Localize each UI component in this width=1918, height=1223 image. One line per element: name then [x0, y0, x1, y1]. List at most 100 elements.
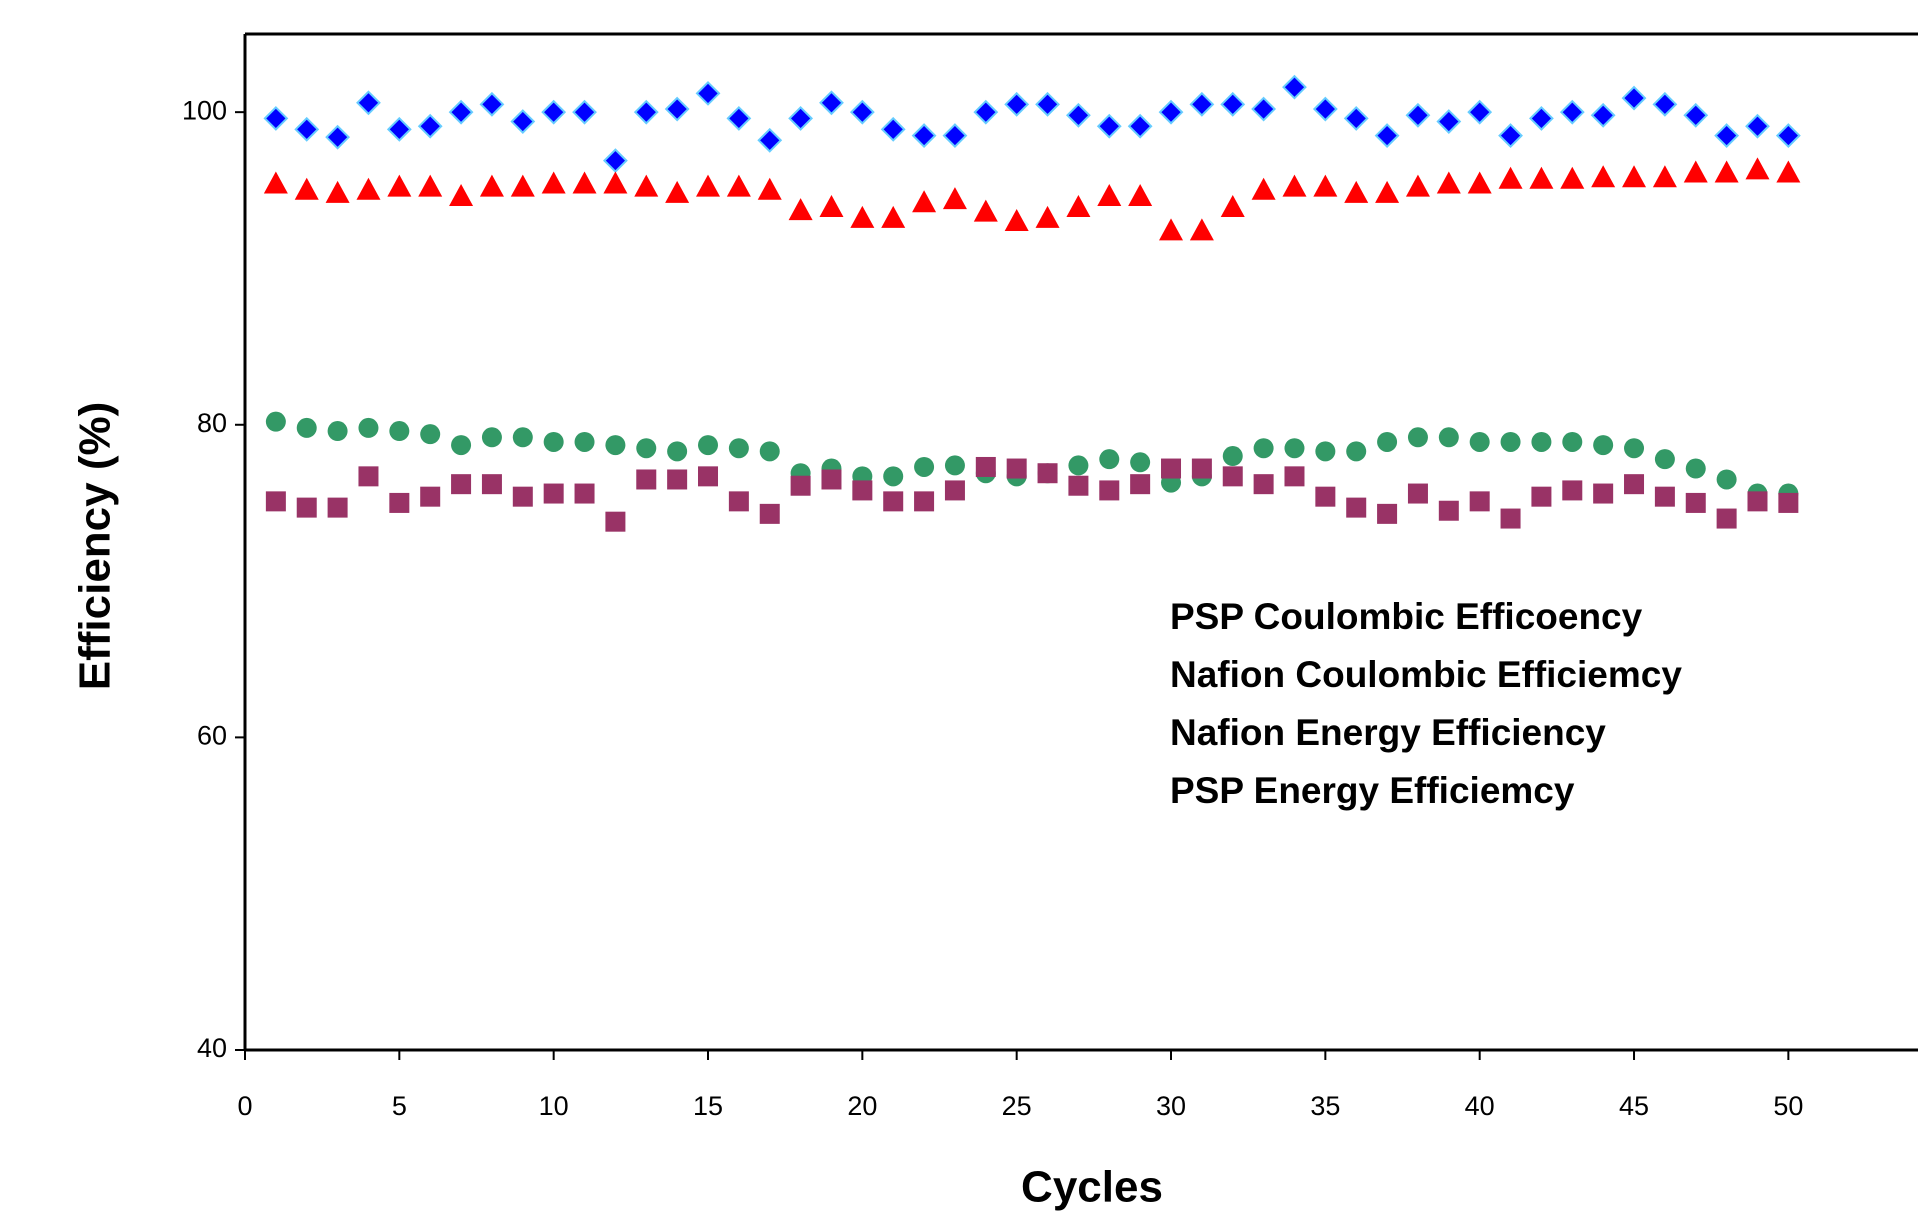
triangle-point	[541, 171, 566, 194]
square-point	[636, 469, 657, 490]
circle-point	[1654, 449, 1675, 470]
square-point	[605, 511, 626, 532]
square-point	[728, 491, 749, 512]
x-tick-label: 45	[1619, 1091, 1649, 1121]
diamond-point	[356, 90, 381, 116]
triangle-point	[757, 177, 782, 200]
triangle-point	[1159, 218, 1184, 241]
square-point	[1593, 483, 1614, 504]
diamond-point	[510, 109, 536, 134]
circle-point	[1068, 455, 1089, 476]
square-point	[1346, 497, 1367, 518]
triangle-point	[1683, 160, 1708, 183]
square-point	[667, 469, 688, 490]
triangle-point	[1313, 174, 1338, 197]
circle-point	[1407, 427, 1428, 448]
square-point	[1222, 466, 1243, 487]
triangle-point	[665, 180, 690, 203]
x-tick-label: 5	[392, 1091, 407, 1121]
square-point	[296, 497, 317, 518]
square-point	[1191, 458, 1212, 479]
circle-point	[481, 427, 502, 448]
square-point	[1253, 474, 1274, 495]
square-point	[451, 474, 472, 495]
square-point	[1531, 486, 1552, 507]
circle-point	[389, 421, 410, 442]
diamond-point	[880, 116, 906, 142]
circle-point	[543, 431, 564, 452]
triangle-point	[942, 187, 967, 210]
diamond-point	[1745, 113, 1770, 139]
triangle-point	[387, 174, 412, 197]
diamond-point	[1096, 113, 1122, 139]
circle-point	[1716, 469, 1737, 490]
triangle-point	[973, 199, 998, 222]
triangle-point	[479, 174, 504, 197]
diamond-point	[1035, 91, 1060, 117]
square-point	[1685, 492, 1706, 513]
circle-point	[1624, 438, 1645, 459]
triangle-point	[881, 205, 906, 228]
circle-point	[1438, 427, 1459, 448]
x-tick-label: 15	[693, 1091, 723, 1121]
circle-point	[944, 455, 965, 476]
triangle-point	[1745, 157, 1770, 180]
square-point	[265, 491, 286, 512]
diamond-point	[1405, 102, 1431, 128]
triangle-point	[1652, 165, 1677, 188]
circle-point	[1222, 446, 1243, 467]
circle-point	[1130, 452, 1151, 473]
square-point	[1778, 492, 1799, 513]
circle-point	[1500, 431, 1521, 452]
circle-point	[265, 411, 286, 432]
circle-point	[451, 435, 472, 456]
y-tick-label: 60	[197, 721, 227, 751]
circle-point	[574, 431, 595, 452]
triangle-point	[263, 171, 288, 194]
square-point	[327, 497, 348, 518]
diamond-point	[1343, 105, 1369, 131]
diamond-point	[1189, 91, 1215, 117]
legend-label: PSP Energy Efficiemcy	[1170, 770, 1575, 811]
triangle-point	[1220, 194, 1245, 217]
triangle-point	[325, 180, 350, 203]
circle-point	[1377, 431, 1398, 452]
y-axis-title: Efficiency (%)	[71, 402, 120, 691]
square-point	[1130, 474, 1151, 495]
triangle-point	[1622, 165, 1647, 188]
circle-point	[1685, 458, 1706, 479]
triangle-point	[1436, 171, 1461, 194]
diamond-point	[1127, 113, 1153, 139]
diamond-point	[325, 124, 351, 150]
square-point	[1469, 491, 1490, 512]
triangle-point	[1714, 160, 1739, 183]
triangle-point	[1282, 174, 1307, 197]
square-point	[1068, 475, 1089, 496]
circle-point	[327, 421, 348, 442]
triangle-point	[1591, 165, 1616, 188]
circle-point	[1099, 449, 1120, 470]
diamond-point	[1621, 85, 1647, 111]
square-point	[1562, 480, 1583, 501]
diamond-point	[788, 105, 814, 131]
circle-point	[605, 435, 626, 456]
triangle-point	[418, 174, 443, 197]
diamond-point	[633, 99, 659, 125]
diamond-point	[695, 80, 721, 106]
square-point	[975, 456, 996, 477]
diamond-point	[1590, 102, 1616, 128]
diamond-point	[572, 99, 597, 125]
legend-label: Nafion Energy Efficiency	[1170, 712, 1606, 753]
square-point	[1099, 480, 1120, 501]
circle-point	[759, 441, 780, 462]
square-point	[698, 466, 719, 487]
circle-point	[512, 427, 533, 448]
diamond-point	[541, 99, 567, 125]
triangle-point	[1035, 205, 1060, 228]
square-point	[1438, 500, 1459, 521]
triangle-point	[603, 171, 628, 194]
diamond-point	[849, 99, 875, 125]
square-point	[944, 480, 965, 501]
square-point	[1284, 466, 1305, 487]
triangle-point	[1498, 166, 1523, 189]
